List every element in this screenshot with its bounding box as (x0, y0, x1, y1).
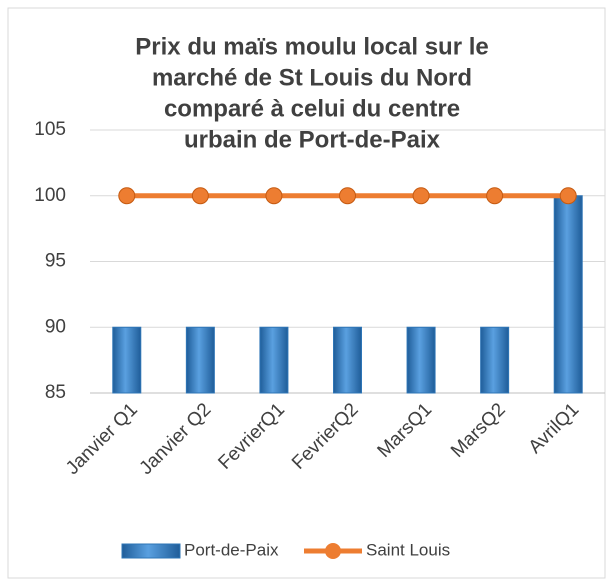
marker (486, 187, 504, 205)
chart-frame (7, 7, 606, 579)
legend-label: Port-de-Paix (184, 540, 279, 559)
bar (553, 195, 583, 394)
bar (406, 326, 436, 394)
y-tick-label: 95 (45, 251, 66, 272)
bar (333, 326, 362, 394)
legend-swatch (121, 543, 181, 559)
marker (191, 187, 209, 205)
legend-label: Saint Louis (366, 540, 450, 559)
y-tick-label: 85 (45, 382, 66, 403)
y-tick-label: 105 (34, 119, 66, 140)
y-tick-label: 90 (45, 316, 66, 337)
marker (118, 187, 136, 205)
bar (112, 326, 142, 394)
bar (185, 326, 215, 394)
legend-marker (325, 543, 341, 559)
bar (259, 326, 289, 394)
marker (412, 187, 430, 205)
chart-title: marché de St Louis du Nord (152, 64, 472, 91)
marker (265, 187, 283, 205)
marker (559, 187, 577, 205)
chart-title: urbain de Port-de-Paix (184, 126, 441, 153)
bar (480, 326, 510, 394)
chart-title: comparé à celui du centre (164, 95, 460, 122)
y-tick-label: 100 (34, 185, 66, 206)
marker (339, 187, 356, 205)
chart-title: Prix du maïs moulu local sur le (135, 33, 488, 60)
